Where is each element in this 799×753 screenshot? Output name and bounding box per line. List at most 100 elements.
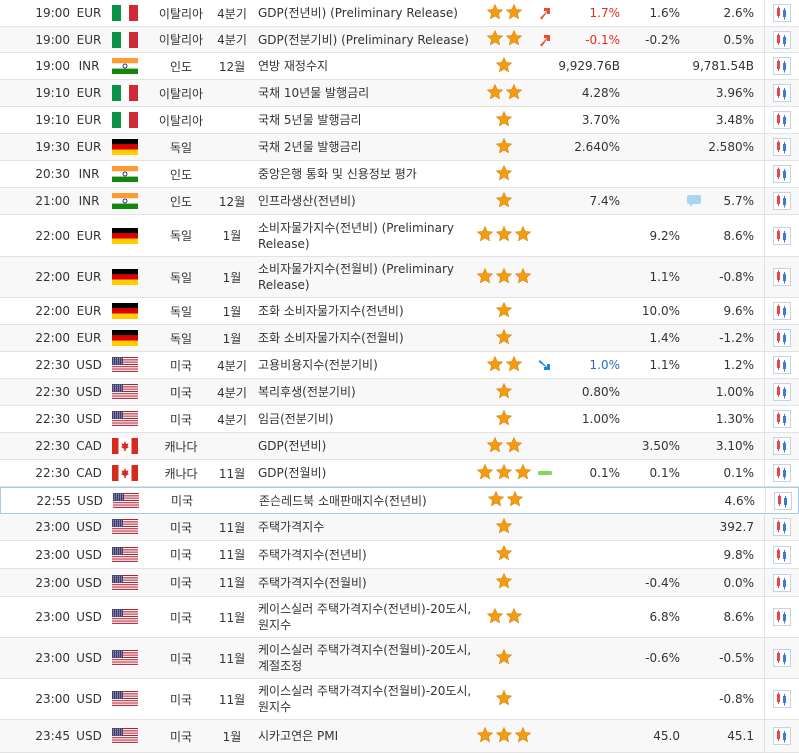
event-name[interactable]: 주택가격지수: [258, 520, 325, 534]
table-row[interactable]: 22:00 EUR 독일 1월 소비자물가지수(전월비) (Preliminary Re…: [0, 257, 799, 298]
chart-icon[interactable]: [770, 569, 794, 596]
currency-code: USD: [76, 651, 102, 665]
table-row[interactable]: 19:00 INR 인도 12월 연방 재정수지 9,929.76B 9,781.54B: [0, 53, 799, 80]
chart-icon[interactable]: [770, 215, 794, 256]
event-name[interactable]: 국채 5년물 발행금리: [258, 113, 362, 127]
event-name[interactable]: GDP(전년비) (Preliminary Release): [258, 6, 458, 20]
table-row[interactable]: 21:00 INR 인도 12월 인프라생산(전년비) 7.4% 5.7%: [0, 188, 799, 215]
table-row[interactable]: 23:00 USD 미국 11월 케이스실러 주택가격지수(전월비)-20도시,원지수 -…: [0, 679, 799, 720]
importance-stars: [474, 134, 534, 160]
event-name[interactable]: 주택가격지수(전월비): [258, 575, 367, 590]
event-name[interactable]: 존슨레드북 소매판매지수(전년비): [259, 493, 427, 508]
table-row[interactable]: 23:00 USD 미국 11월 케이스실러 주택가격지수(전월비)-20도시,계절조정…: [0, 638, 799, 679]
chart-icon[interactable]: [770, 0, 794, 26]
chart-icon[interactable]: [770, 460, 794, 486]
table-row[interactable]: 23:00 USD 미국 11월 주택가격지수 392.7: [0, 514, 799, 541]
table-row[interactable]: 19:10 EUR 이탈리아 국채 10년물 발행금리 4.28% 3.96%: [0, 80, 799, 107]
event-name[interactable]: 시카고연은 PMI: [258, 729, 339, 743]
forecast-value: 6.8%: [649, 610, 681, 624]
event-name[interactable]: 조화 소비자물가지수(전월비): [258, 331, 404, 345]
chart-icon[interactable]: [770, 257, 794, 297]
table-row[interactable]: 19:00 EUR 이탈리아 4분기 GDP(전년비) (Preliminary Rel…: [0, 0, 799, 27]
event-name[interactable]: GDP(전년비): [258, 439, 327, 453]
forecast-value: 45.0: [653, 729, 680, 743]
importance-star-icon: [505, 3, 523, 24]
india-flag-icon: [112, 188, 140, 214]
event-name[interactable]: 조화 소비자물가지수(전년비): [258, 304, 404, 318]
chart-icon[interactable]: [770, 679, 794, 719]
chart-icon[interactable]: [770, 597, 794, 637]
chart-icon[interactable]: [770, 720, 794, 752]
table-row[interactable]: 22:55 USD 미국 존슨레드북 소매판매지수(전년비) 4.6%: [0, 487, 799, 514]
chart-icon[interactable]: [770, 27, 794, 52]
table-row[interactable]: 23:00 USD 미국 11월 주택가격지수(전월비) -0.4% 0.0%: [0, 569, 799, 597]
importance-stars: [474, 80, 534, 106]
chart-icon[interactable]: [770, 379, 794, 405]
importance-star-icon: [495, 463, 513, 484]
event-name[interactable]: 소비자물가지수(전년비) (Preliminary Release): [258, 220, 455, 251]
actual-value: [556, 541, 620, 568]
table-row[interactable]: 22:30 USD 미국 4분기 복리후생(전분기비) 0.80% 1.00%: [0, 379, 799, 406]
currency-code: EUR: [76, 270, 102, 284]
table-row[interactable]: 22:30 CAD 캐나다 11월 GDP(전월비) 0.1% 0.1% 0.1%: [0, 460, 799, 487]
currency-code: CAD: [76, 466, 102, 480]
chart-icon[interactable]: [770, 406, 794, 432]
table-row[interactable]: 19:10 EUR 이탈리아 국채 5년물 발행금리 3.70% 3.48%: [0, 107, 799, 134]
chart-icon[interactable]: [770, 352, 794, 378]
event-name[interactable]: 인프라생산(전년비): [258, 194, 356, 208]
event-name[interactable]: 연방 재정수지: [258, 59, 329, 73]
event-name[interactable]: 국채 10년물 발행금리: [258, 86, 370, 100]
event-name[interactable]: 소비자물가지수(전월비) (Preliminary Release): [258, 262, 455, 292]
event-name[interactable]: 케이스실러 주택가격지수(전월비)-20도시,계절조정: [258, 643, 472, 673]
chart-icon[interactable]: [770, 107, 794, 133]
chart-icon[interactable]: [771, 488, 795, 513]
chart-icon[interactable]: [770, 325, 794, 351]
chart-icon[interactable]: [770, 298, 794, 324]
table-row[interactable]: 22:00 EUR 독일 1월 조화 소비자물가지수(전년비) 10.0% 9.6%: [0, 298, 799, 325]
table-row[interactable]: 22:30 USD 미국 4분기 임금(전분기비) 1.00% 1.30%: [0, 406, 799, 433]
table-row[interactable]: 22:00 EUR 독일 1월 소비자물가지수(전년비) (Preliminary Re…: [0, 215, 799, 257]
chart-icon[interactable]: [770, 514, 794, 540]
chart-icon[interactable]: [770, 134, 794, 160]
table-row[interactable]: 23:00 USD 미국 11월 주택가격지수(전년비) 9.8%: [0, 541, 799, 569]
table-row[interactable]: 19:00 EUR 이탈리아 4분기 GDP(전분기비) (Preliminary Re…: [0, 27, 799, 53]
chart-icon[interactable]: [770, 53, 794, 79]
event-name[interactable]: 케이스실러 주택가격지수(전년비)-20도시,원지수: [258, 602, 472, 632]
event-name[interactable]: 주택가격지수(전년비): [258, 547, 367, 562]
forecast-value: 9.2%: [649, 228, 681, 243]
table-row[interactable]: 22:00 EUR 독일 1월 조화 소비자물가지수(전월비) 1.4% -1.2%: [0, 325, 799, 352]
event-name[interactable]: GDP(전분기비) (Preliminary Release): [258, 32, 469, 47]
table-row[interactable]: 22:30 CAD 캐나다 GDP(전년비) 3.50% 3.10%: [0, 433, 799, 460]
chart-icon[interactable]: [770, 161, 794, 187]
table-row[interactable]: 23:45 USD 미국 1월 시카고연은 PMI 45.0 45.1: [0, 720, 799, 753]
event-name[interactable]: 복리후생(전분기비): [258, 385, 356, 399]
column-divider: [764, 161, 765, 187]
currency-code: EUR: [76, 6, 102, 20]
event-name[interactable]: GDP(전월비): [258, 466, 327, 480]
table-row[interactable]: 19:30 EUR 독일 국채 2년물 발행금리 2.640% 2.580%: [0, 134, 799, 161]
event-name[interactable]: 고용비용지수(전분기비): [258, 358, 378, 372]
comment-bubble-icon[interactable]: [684, 188, 704, 214]
table-row[interactable]: 23:00 USD 미국 11월 케이스실러 주택가격지수(전년비)-20도시,원지수 6…: [0, 597, 799, 638]
event-name[interactable]: 케이스실러 주택가격지수(전월비)-20도시,원지수: [258, 684, 472, 714]
event-name[interactable]: 중앙은행 통화 및 신용정보 평가: [258, 167, 417, 181]
chart-icon[interactable]: [770, 433, 794, 459]
importance-star-icon: [486, 436, 504, 457]
chart-icon[interactable]: [770, 80, 794, 106]
germany-flag-icon: [112, 134, 140, 160]
chart-icon[interactable]: [770, 638, 794, 678]
usa-flag-icon: [113, 488, 141, 513]
event-name[interactable]: 임금(전분기비): [258, 412, 334, 426]
chart-icon[interactable]: [770, 541, 794, 568]
chart-icon[interactable]: [770, 188, 794, 214]
currency-code: INR: [78, 194, 100, 208]
actual-value: [556, 298, 620, 324]
column-divider: [764, 27, 765, 52]
country-name: 미국: [169, 412, 193, 427]
event-period: 4분기: [217, 412, 247, 427]
importance-stars: [474, 215, 534, 256]
event-name[interactable]: 국채 2년물 발행금리: [258, 140, 362, 154]
table-row[interactable]: 22:30 USD 미국 4분기 고용비용지수(전분기비) 1.0% 1.1% 1.2%: [0, 352, 799, 379]
country-name: 미국: [169, 576, 193, 590]
table-row[interactable]: 20:30 INR 인도 중앙은행 통화 및 신용정보 평가: [0, 161, 799, 188]
